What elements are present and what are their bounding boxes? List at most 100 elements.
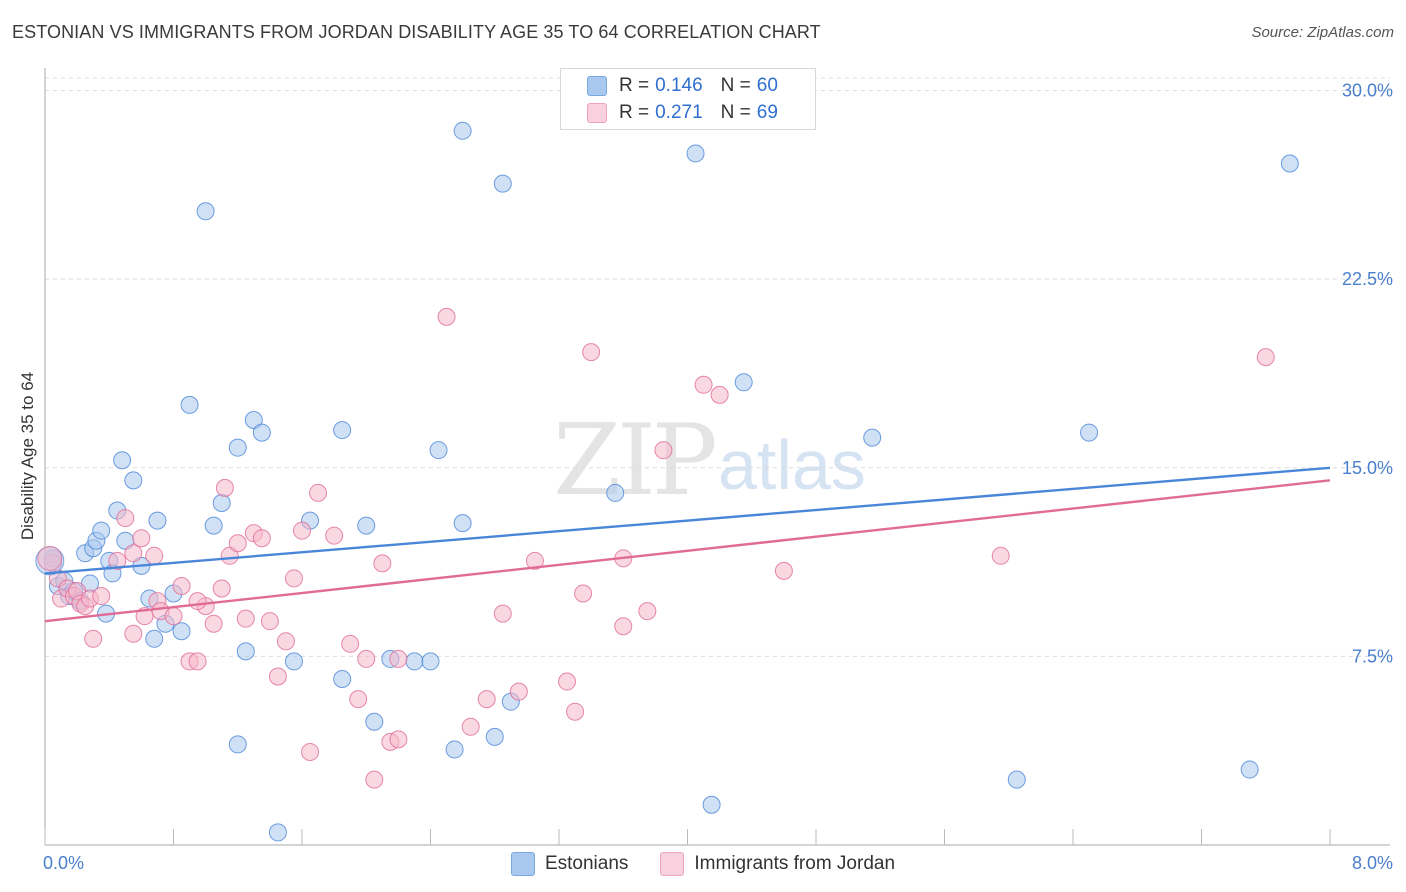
legend-item-jordan[interactable]: Immigrants from Jordan	[660, 852, 895, 876]
data-point	[453, 514, 472, 533]
stats-legend: R = 0.146 N = 60 R = 0.271 N = 69	[560, 68, 816, 130]
data-point	[188, 652, 207, 671]
data-point	[309, 483, 328, 502]
watermark-zip: ZIP	[553, 404, 718, 518]
legend-n-value: 60	[756, 75, 778, 96]
data-point	[252, 423, 271, 442]
data-point	[301, 742, 320, 761]
data-point	[188, 592, 207, 611]
data-point	[172, 622, 191, 641]
y-tick-label: 15.0%	[1342, 458, 1393, 478]
data-point	[212, 493, 231, 512]
y-axis-label: Disability Age 35 to 64	[18, 372, 37, 540]
legend-item-estonians[interactable]: Estonians	[510, 852, 628, 876]
data-point	[357, 516, 376, 535]
data-point	[92, 521, 111, 540]
data-point	[124, 471, 143, 490]
data-point	[244, 411, 263, 430]
data-point	[145, 546, 164, 565]
data-point	[365, 770, 384, 789]
legend-swatch-jordan	[587, 103, 607, 123]
data-point	[268, 823, 287, 842]
data-point	[373, 554, 392, 573]
data-point	[333, 421, 352, 440]
trendline-estonians	[44, 466, 1331, 575]
data-point	[389, 649, 408, 668]
data-point	[582, 343, 601, 362]
data-point	[113, 451, 132, 470]
data-point	[1080, 423, 1099, 442]
data-point	[493, 174, 512, 193]
data-point	[445, 740, 464, 759]
data-point	[116, 509, 135, 528]
data-point	[145, 629, 164, 648]
x-tick-label: 0.0%	[43, 853, 84, 873]
data-point	[132, 529, 151, 548]
data-point	[694, 375, 713, 394]
data-point	[252, 529, 271, 548]
data-point	[148, 511, 167, 530]
legend-n-value: 69	[756, 102, 778, 123]
legend-r-label: R =	[619, 102, 650, 123]
data-point	[702, 795, 721, 814]
data-point	[461, 717, 480, 736]
data-point	[124, 544, 143, 563]
y-tick-label: 7.5%	[1352, 646, 1393, 666]
data-point	[341, 634, 360, 653]
data-point	[991, 546, 1010, 565]
legend-row-estonians: R = 0.146 N = 60	[587, 73, 796, 99]
data-point	[863, 428, 882, 447]
data-point	[606, 483, 625, 502]
data-point	[485, 727, 504, 746]
data-point	[389, 730, 408, 749]
data-point	[164, 607, 183, 626]
data-point	[365, 712, 384, 731]
data-point	[734, 373, 753, 392]
y-tick-label: 22.5%	[1342, 269, 1393, 289]
legend-swatch-estonians	[510, 852, 535, 876]
data-point	[710, 385, 729, 404]
data-point	[453, 121, 472, 140]
data-point	[196, 202, 215, 221]
data-point	[525, 551, 544, 570]
data-point	[558, 672, 577, 691]
data-point	[92, 587, 111, 606]
data-point	[228, 534, 247, 553]
data-point	[774, 561, 793, 580]
data-point	[215, 478, 234, 497]
data-point	[405, 652, 424, 671]
data-point	[357, 649, 376, 668]
series-estonians	[44, 121, 1299, 842]
y-tick-label: 30.0%	[1342, 81, 1393, 101]
legend-n-label: N =	[720, 102, 751, 123]
data-point	[108, 551, 127, 570]
data-point	[212, 579, 231, 598]
data-point	[37, 545, 63, 571]
x-tick-label: 8.0%	[1352, 853, 1393, 873]
data-point	[284, 569, 303, 588]
data-point	[325, 526, 344, 545]
legend-n-label: N =	[720, 75, 751, 96]
legend-label-jordan: Immigrants from Jordan	[694, 853, 896, 874]
data-point	[349, 690, 368, 709]
data-point	[421, 652, 440, 671]
chart-title: ESTONIAN VS IMMIGRANTS FROM JORDAN DISAB…	[12, 22, 821, 42]
data-point	[638, 602, 657, 621]
data-point	[260, 612, 279, 631]
data-point	[124, 624, 143, 643]
data-point	[1256, 348, 1275, 367]
data-point	[654, 441, 673, 460]
data-point	[276, 632, 295, 651]
legend-r-value: 0.146	[655, 75, 703, 96]
data-point	[566, 702, 585, 721]
data-point	[333, 670, 352, 689]
series-legend: Estonians Immigrants from Jordan	[0, 852, 1406, 876]
data-point	[437, 307, 456, 326]
data-point	[686, 144, 705, 163]
series-jordan	[44, 307, 1275, 789]
source-label: Source: ZipAtlas.com	[1251, 24, 1394, 41]
data-point	[236, 609, 255, 628]
watermark-atlas: atlas	[718, 426, 866, 504]
data-point	[509, 682, 528, 701]
data-point	[293, 521, 311, 540]
